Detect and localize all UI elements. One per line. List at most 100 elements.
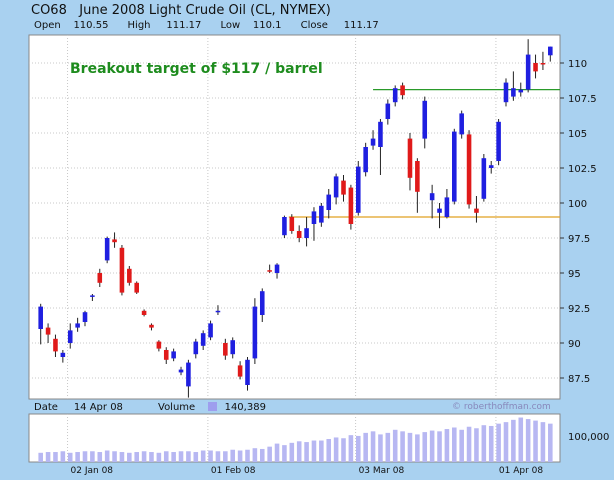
candle — [422, 96, 428, 149]
candle-body — [466, 134, 472, 205]
candle-body — [230, 340, 236, 355]
candle-body — [533, 63, 538, 72]
volume-bar — [289, 442, 295, 462]
volume-bar — [75, 452, 80, 462]
candle — [252, 298, 258, 364]
candle-body — [407, 138, 413, 178]
candle — [156, 340, 162, 352]
volume-bar — [282, 445, 287, 462]
candle-body — [319, 205, 324, 223]
candle — [326, 189, 332, 219]
chart-title: June 2008 Light Crude Oil (CL, NYMEX) — [79, 3, 331, 18]
volume-bar — [45, 452, 51, 462]
candle — [119, 245, 125, 296]
candle-body — [333, 176, 339, 198]
candle-body — [178, 369, 184, 373]
volume-bar — [104, 450, 110, 462]
candle — [186, 359, 191, 398]
candle-body — [444, 197, 450, 217]
volume-bar — [163, 451, 169, 462]
volume-bar — [208, 450, 213, 462]
volume-bar — [82, 451, 88, 462]
candle-body — [370, 138, 376, 146]
candle — [97, 268, 103, 287]
volume-bar — [319, 440, 324, 462]
candle — [511, 71, 516, 101]
volume-bar — [333, 437, 339, 462]
candle-body — [274, 264, 280, 273]
volume-bar — [518, 417, 524, 462]
candle-body — [208, 323, 213, 338]
candle — [333, 173, 339, 205]
y-tick-label: 87.5 — [568, 374, 590, 385]
y-tick-label: 97.5 — [568, 234, 590, 245]
candle — [392, 85, 398, 107]
x-tick-label: 01 Apr 08 — [499, 466, 543, 476]
candle-body — [296, 231, 302, 238]
x-tick-label: 01 Feb 08 — [211, 466, 256, 476]
volume-bar — [452, 427, 457, 462]
candle-body — [141, 310, 147, 315]
candle — [104, 236, 110, 264]
candle — [149, 323, 154, 331]
candle — [90, 294, 95, 301]
candle — [38, 303, 43, 345]
candle — [208, 320, 213, 341]
candle-body — [348, 187, 354, 224]
candle-body — [60, 352, 66, 357]
volume-bar — [223, 451, 228, 462]
candle — [355, 161, 361, 216]
volume-bar — [363, 432, 368, 462]
candle-body — [97, 273, 103, 283]
volume-bar — [429, 430, 435, 462]
candle — [274, 263, 280, 279]
volume-bar — [355, 435, 361, 462]
y-tick-label: 95 — [568, 269, 581, 280]
candle-body — [104, 238, 110, 261]
candle-body — [163, 350, 169, 360]
volume-bar — [119, 452, 125, 462]
candle — [82, 310, 88, 327]
volume-bar — [311, 440, 317, 462]
candle-body — [245, 359, 250, 385]
y-tick-label: 90 — [568, 339, 581, 350]
volume-bar — [252, 448, 258, 462]
volume-label: Volume — [158, 402, 196, 413]
volume-bar — [230, 449, 236, 462]
candle-body — [38, 306, 43, 329]
volume-bar — [304, 442, 309, 462]
candle — [437, 203, 442, 229]
volume-bar — [245, 449, 250, 462]
volume-bar — [385, 432, 391, 462]
x-tick-label: 02 Jan 08 — [71, 466, 114, 476]
volume-bar — [525, 419, 531, 462]
candle-body — [186, 362, 191, 387]
volume-bar — [237, 450, 243, 462]
volume-bar — [466, 426, 472, 462]
candle-body — [474, 208, 479, 213]
candle — [503, 78, 509, 107]
high-value: 111.17 — [166, 20, 202, 31]
volume-bar — [533, 420, 538, 462]
candle-body — [119, 247, 125, 293]
candle-body — [90, 295, 95, 297]
candle-body — [171, 351, 176, 359]
volume-bar — [200, 450, 206, 462]
candle — [444, 189, 450, 219]
candle — [200, 330, 206, 350]
volume-plot-area — [28, 413, 561, 463]
volume-bar — [459, 429, 464, 462]
x-tick-label: 03 Mar 08 — [359, 466, 405, 476]
candle — [289, 214, 295, 234]
candle-body — [311, 211, 317, 224]
volume-bar — [215, 451, 221, 462]
candle-body — [326, 194, 332, 210]
candle — [540, 51, 546, 70]
candle-body — [267, 270, 272, 272]
candle — [400, 82, 405, 100]
candle — [163, 347, 169, 364]
candle — [474, 196, 479, 223]
candle — [223, 338, 228, 360]
volume-bar — [193, 452, 199, 462]
